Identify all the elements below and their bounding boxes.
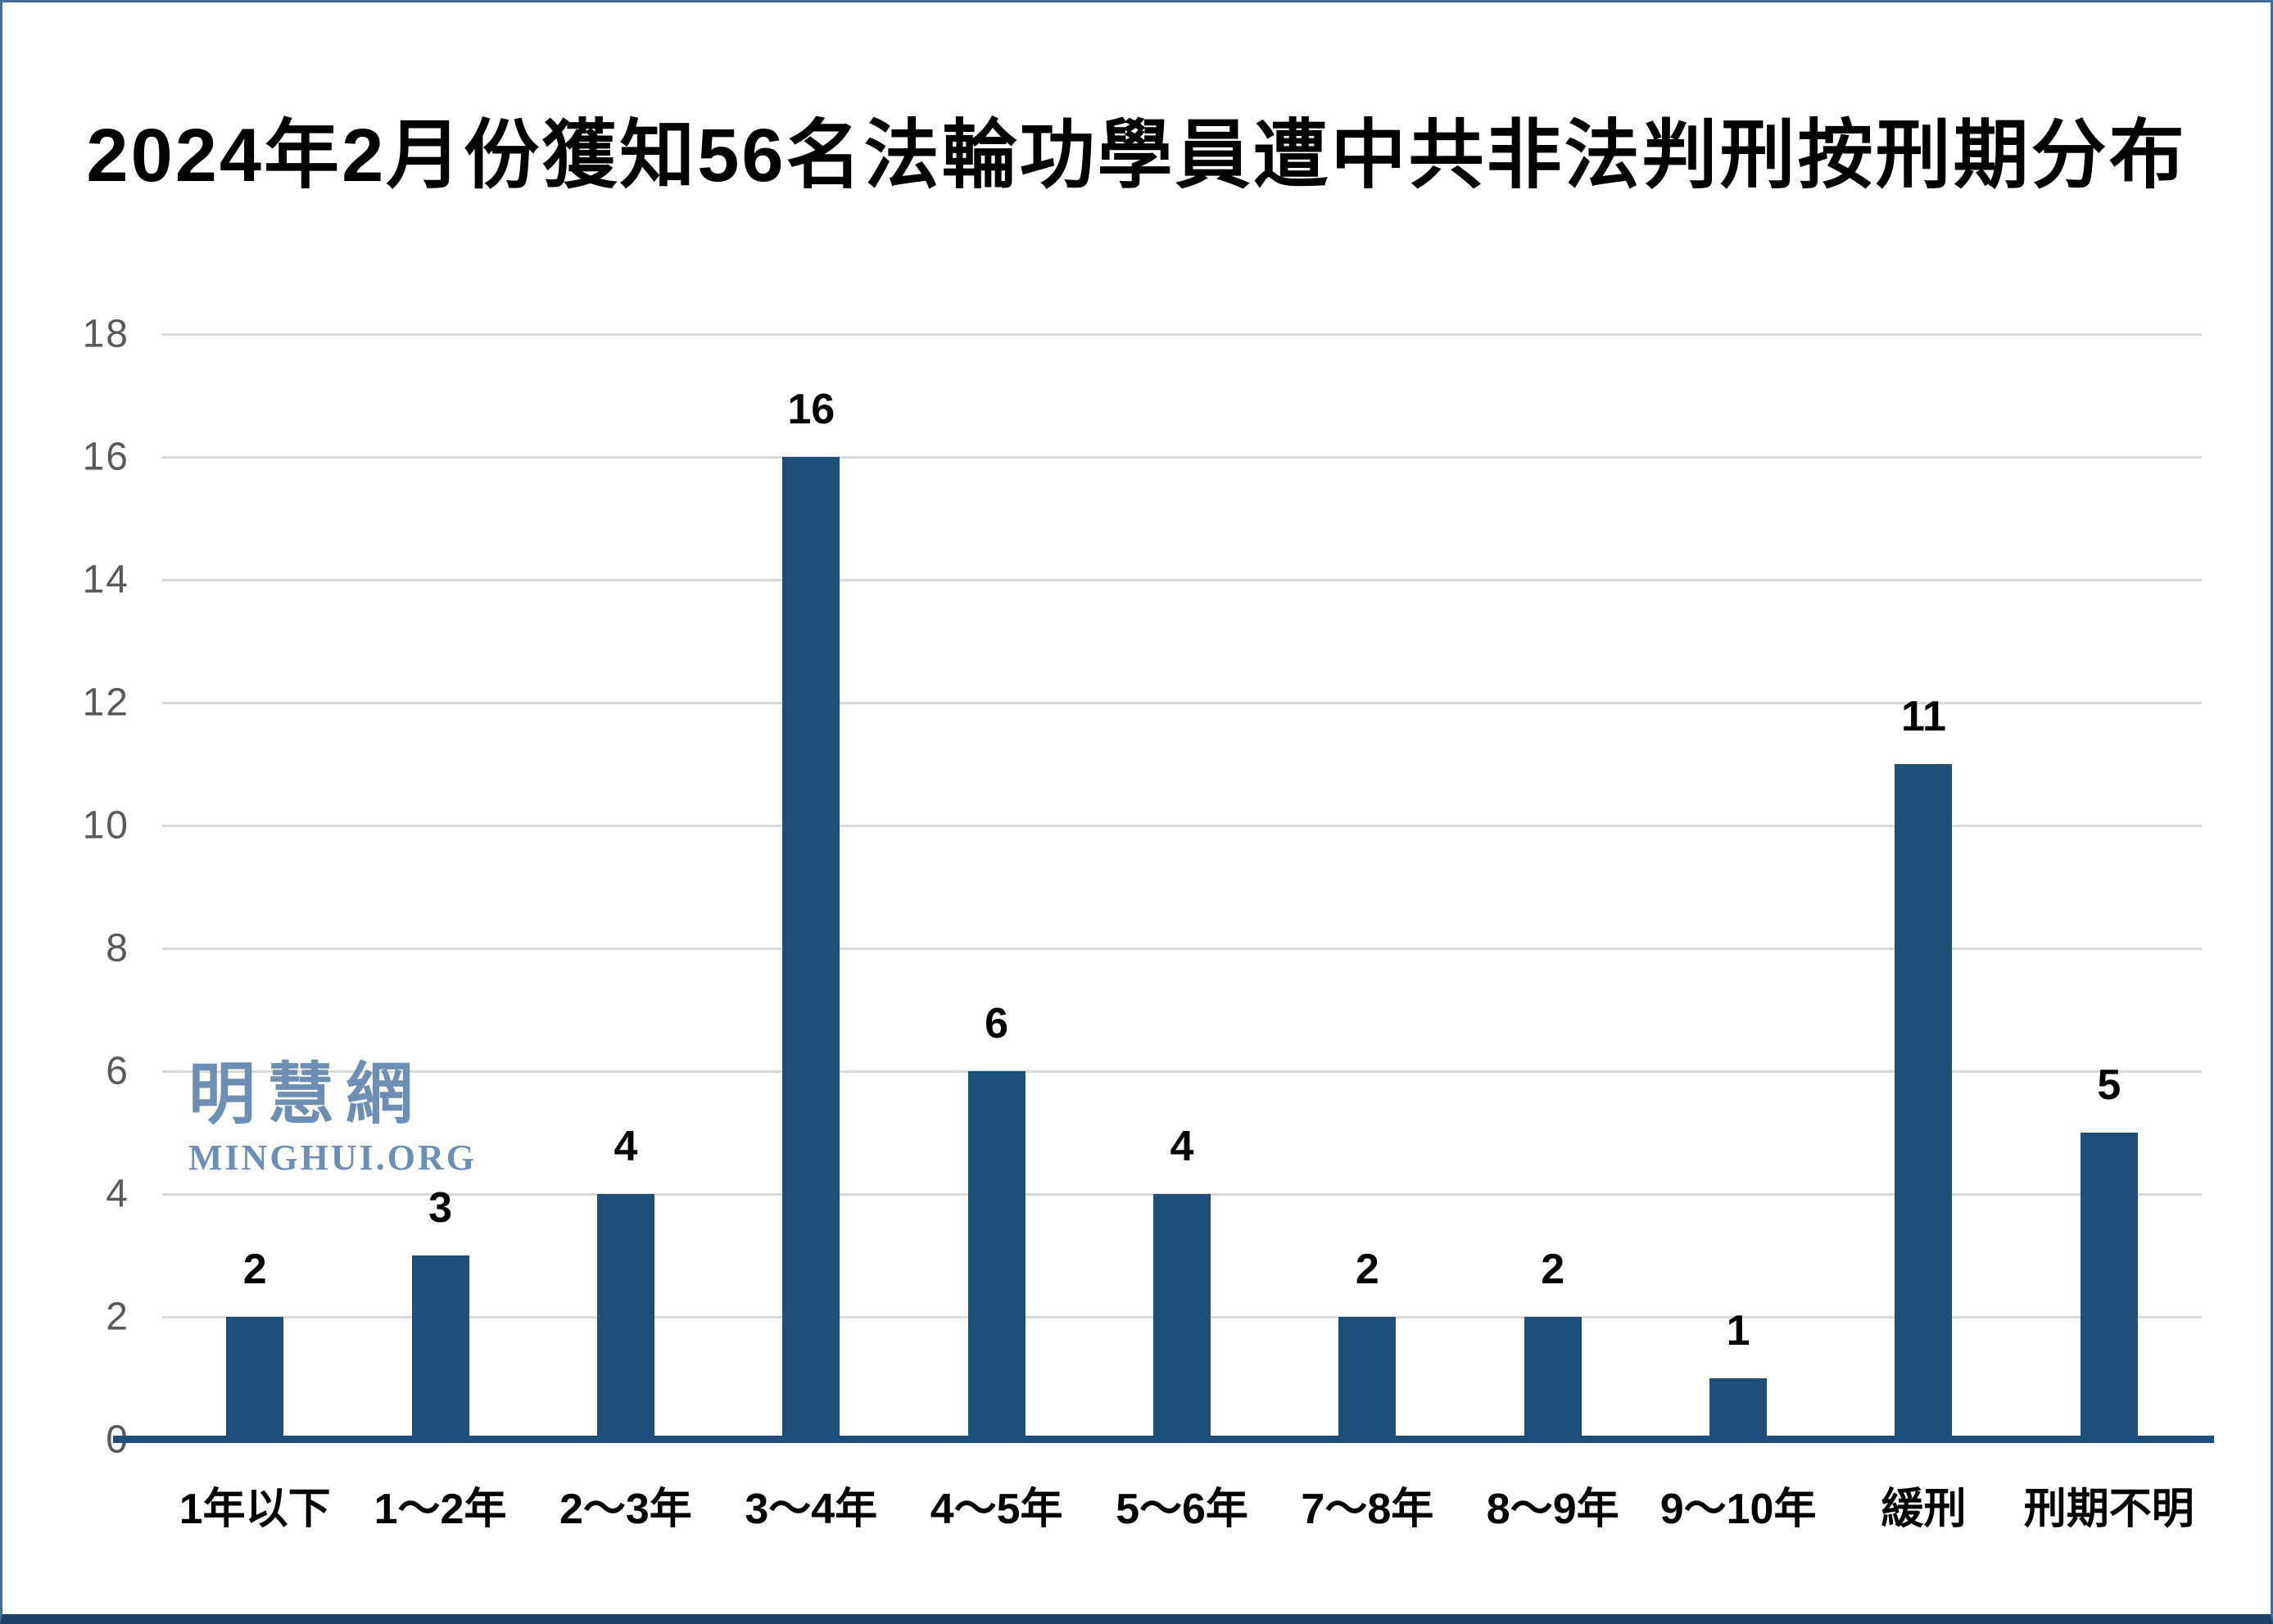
bar-value-label: 16 bbox=[787, 386, 835, 433]
gridline-y-10 bbox=[162, 825, 2202, 827]
bar-value-label: 4 bbox=[614, 1123, 638, 1170]
x-axis-category-label: 5～6年 bbox=[1116, 1486, 1248, 1533]
bar-value-label: 3 bbox=[428, 1184, 452, 1232]
bar-緩刑 bbox=[1895, 764, 1953, 1440]
x-axis-category-label: 8～9年 bbox=[1486, 1486, 1619, 1533]
x-axis-category-label: 3～4年 bbox=[745, 1486, 878, 1533]
bar-4～5年 bbox=[967, 1071, 1026, 1440]
bar-刑期不明 bbox=[2080, 1133, 2138, 1440]
y-axis-tick-label-8: 8 bbox=[106, 926, 129, 970]
bar-value-label: 6 bbox=[985, 1000, 1009, 1047]
chart-title: 2024年2月份獲知56名法輪功學員遭中共非法判刑按刑期分布 bbox=[86, 114, 2187, 197]
bar-value-label: 11 bbox=[1900, 693, 1946, 740]
x-axis-category-label: 9～10年 bbox=[1659, 1486, 1817, 1533]
y-axis-tick-label-6: 6 bbox=[106, 1049, 129, 1093]
y-axis-tick-label-16: 16 bbox=[82, 435, 129, 479]
gridline-y-16 bbox=[162, 456, 2202, 459]
bar-3～4年 bbox=[782, 457, 840, 1440]
y-axis-tick-label-18: 18 bbox=[82, 312, 129, 356]
x-axis-category-label: 1年以下 bbox=[179, 1486, 331, 1533]
x-axis-category-label: 刑期不明 bbox=[2023, 1486, 2194, 1533]
bar-2～3年 bbox=[596, 1194, 654, 1440]
y-axis-tick-label-14: 14 bbox=[82, 558, 129, 602]
y-axis-tick-label-10: 10 bbox=[82, 803, 129, 848]
x-axis-category-label: 4～5年 bbox=[930, 1486, 1063, 1533]
bar-5～6年 bbox=[1153, 1194, 1211, 1440]
bar-value-label: 2 bbox=[242, 1246, 267, 1293]
y-axis-tick-label-4: 4 bbox=[106, 1172, 129, 1216]
x-axis-category-label: 1～2年 bbox=[374, 1486, 507, 1533]
bar-9～10年 bbox=[1709, 1378, 1768, 1440]
bar-value-label: 2 bbox=[1541, 1246, 1565, 1293]
x-axis-category-label: 7～8年 bbox=[1301, 1486, 1434, 1533]
bar-value-label: 2 bbox=[1355, 1246, 1379, 1293]
gridline-y-14 bbox=[162, 579, 2202, 581]
gridline-y-12 bbox=[162, 702, 2202, 704]
x-axis-category-label: 2～3年 bbox=[559, 1486, 692, 1533]
y-axis-tick-label-12: 12 bbox=[82, 681, 129, 725]
bar-1年以下 bbox=[226, 1317, 284, 1440]
minghui-watermark: 明慧網 MINGHUI.ORG bbox=[188, 1061, 477, 1176]
watermark-latin-text: MINGHUI.ORG bbox=[188, 1138, 477, 1178]
bar-1～2年 bbox=[411, 1255, 469, 1440]
bar-value-label: 5 bbox=[2097, 1061, 2121, 1109]
gridline-y-6 bbox=[162, 1070, 2202, 1073]
bar-8～9年 bbox=[1524, 1317, 1582, 1440]
x-axis-category-label: 緩刑 bbox=[1881, 1486, 1967, 1533]
plot-area: 明慧網 MINGHUI.ORG 02468101214161821年以下31～2… bbox=[83, 313, 2214, 1533]
watermark-cjk-text: 明慧網 bbox=[188, 1057, 425, 1132]
gridline-y-8 bbox=[162, 948, 2202, 950]
bar-value-label: 4 bbox=[1170, 1123, 1194, 1170]
gridline-y-18 bbox=[162, 333, 2202, 336]
y-axis-tick-label-2: 2 bbox=[106, 1295, 129, 1339]
bar-7～8年 bbox=[1338, 1317, 1397, 1440]
bar-value-label: 1 bbox=[1726, 1307, 1750, 1355]
